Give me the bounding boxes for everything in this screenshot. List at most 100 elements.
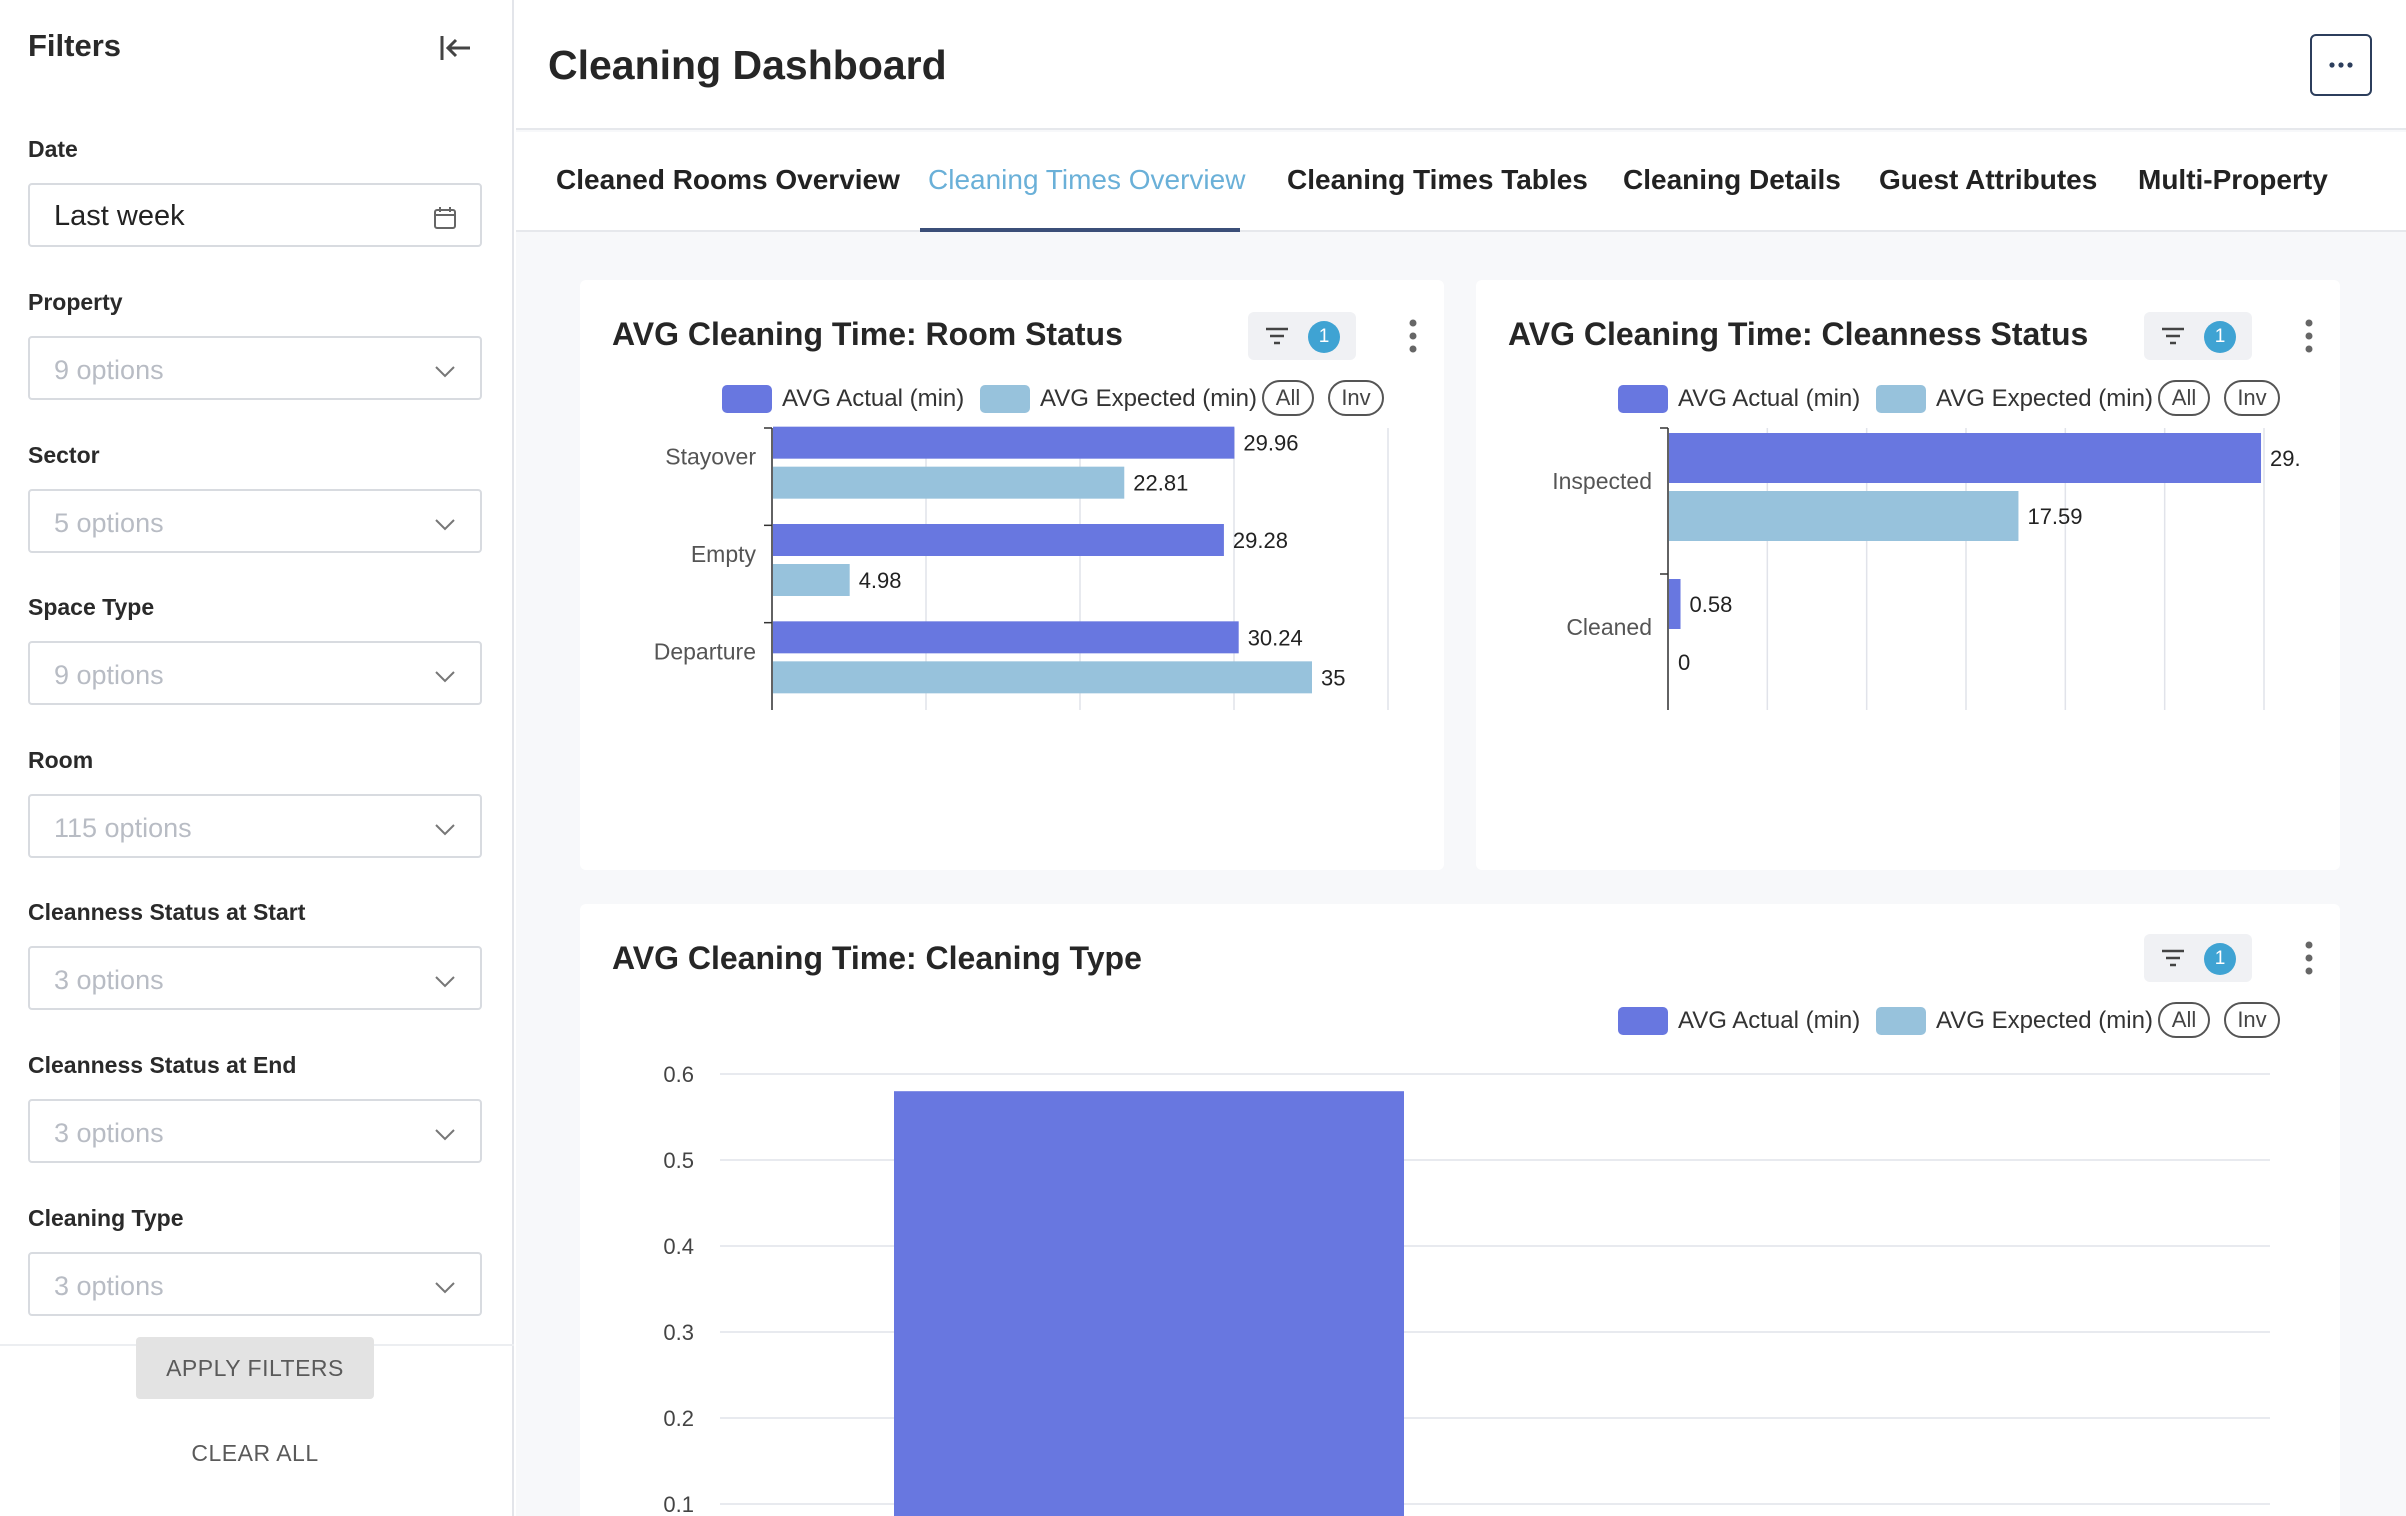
bar — [773, 524, 1224, 556]
room-filter-label: Room — [28, 747, 94, 773]
filter-count-badge: 1 — [2204, 321, 2236, 353]
filter-count-badge: 1 — [1308, 321, 1340, 353]
date-filter-field[interactable]: Last week — [28, 183, 482, 247]
cleanness-status-chart: 051015202530Inspected29.17.59Cleaned0.58… — [1552, 427, 2301, 710]
property-filter-select[interactable]: 9 options — [28, 336, 482, 400]
tab-multi-property[interactable]: Multi-Property — [2138, 164, 2328, 195]
legend-swatch-expected[interactable] — [1876, 385, 1926, 413]
more-options-button[interactable] — [2310, 34, 2372, 96]
date-filter-value: Last week — [54, 200, 185, 232]
legend-label-expected[interactable]: AVG Expected (min) — [1040, 385, 1257, 412]
chart-legend: AVG Actual (min) AVG Expected (min) All … — [1618, 1000, 2318, 1040]
card-filter-button[interactable]: 1 — [1248, 312, 1356, 360]
card-title: AVG Cleaning Time: Cleanness Status — [1508, 316, 2089, 352]
data-label: 29.96 — [1243, 431, 1298, 456]
chevron-down-icon — [432, 1274, 458, 1300]
chevron-down-icon — [432, 816, 458, 842]
bar — [773, 426, 1235, 459]
legend-all-button[interactable]: All — [1262, 380, 1314, 416]
bar — [894, 1091, 1404, 1516]
legend-swatch-actual[interactable] — [722, 385, 772, 413]
legend-invert-button[interactable]: Inv — [2224, 1002, 2280, 1038]
chevron-down-icon — [432, 663, 458, 689]
legend-label-actual[interactable]: AVG Actual (min) — [782, 385, 965, 412]
apply-filters-button[interactable]: APPLY FILTERS — [136, 1337, 374, 1399]
ellipsis-icon — [2329, 62, 2353, 68]
collapse-sidebar-icon[interactable] — [432, 26, 480, 70]
cleaning-type-filter-select[interactable]: 3 options — [28, 1252, 482, 1316]
legend-all-button[interactable]: All — [2158, 1002, 2210, 1038]
chart-legend: AVG Actual (min) AVG Expected (min) All … — [722, 378, 1422, 418]
y-tick-label: 0.4 — [663, 1234, 694, 1259]
tab-cleaned-rooms-overview[interactable]: Cleaned Rooms Overview — [556, 164, 900, 195]
date-filter-label: Date — [28, 136, 78, 162]
data-label: 0.58 — [1690, 592, 1733, 617]
room-status-chart: 010203040Stayover29.9622.81Empty29.284.9… — [654, 426, 1389, 710]
cleanness-end-filter-label: Cleanness Status at End — [28, 1052, 297, 1078]
page-header: Cleaning Dashboard — [516, 0, 2406, 130]
cleanness-end-filter-value: 3 options — [54, 1118, 164, 1148]
legend-swatch-expected[interactable] — [980, 385, 1030, 413]
y-tick-label: 0.6 — [663, 1062, 694, 1087]
legend-swatch-actual[interactable] — [1618, 385, 1668, 413]
bar — [773, 621, 1239, 654]
legend-invert-button[interactable]: Inv — [2224, 380, 2280, 416]
sector-filter-value: 5 options — [54, 508, 164, 538]
category-label: Inspected — [1552, 468, 1652, 494]
data-label: 30.24 — [1248, 625, 1303, 650]
filter-icon — [2162, 949, 2184, 967]
data-label: 17.59 — [2027, 504, 2082, 529]
y-tick-label: 0.1 — [663, 1492, 694, 1516]
space-type-filter-label: Space Type — [28, 594, 155, 620]
cleanness-start-filter-select[interactable]: 3 options — [28, 946, 482, 1010]
page-title: Cleaning Dashboard — [548, 42, 947, 88]
cleaning-type-chart: 0.6 0.5 0.4 0.3 0.2 0.1 — [663, 1062, 2270, 1516]
y-tick-label: 0.5 — [663, 1148, 694, 1173]
bar — [1669, 433, 2262, 483]
legend-all-button[interactable]: All — [2158, 380, 2210, 416]
active-tab-indicator — [920, 228, 1240, 232]
data-label: 29.28 — [1233, 528, 1288, 553]
data-label: 4.98 — [859, 568, 902, 593]
bar — [773, 661, 1312, 694]
card-title: AVG Cleaning Time: Room Status — [612, 316, 1123, 352]
category-label: Cleaned — [1566, 614, 1652, 640]
legend-swatch-actual[interactable] — [1618, 1007, 1668, 1035]
cleanness-end-filter-select[interactable]: 3 options — [28, 1099, 482, 1163]
card-menu-kebab-icon[interactable] — [1398, 312, 1428, 360]
space-type-filter-select[interactable]: 9 options — [28, 641, 482, 705]
card-menu-kebab-icon[interactable] — [2294, 312, 2324, 360]
legend-invert-button[interactable]: Inv — [1328, 380, 1384, 416]
sector-filter-select[interactable]: 5 options — [28, 489, 482, 553]
tab-cleaning-times-overview[interactable]: Cleaning Times Overview — [928, 164, 1246, 195]
bar — [1669, 491, 2019, 541]
legend-label-expected[interactable]: AVG Expected (min) — [1936, 385, 2153, 412]
legend-label-actual[interactable]: AVG Actual (min) — [1678, 385, 1861, 412]
tab-cleaning-details[interactable]: Cleaning Details — [1623, 164, 1841, 195]
cleanness-start-filter-label: Cleanness Status at Start — [28, 899, 306, 925]
chart-legend: AVG Actual (min) AVG Expected (min) All … — [1618, 378, 2318, 418]
card-filter-button[interactable]: 1 — [2144, 934, 2252, 982]
chevron-down-icon — [432, 968, 458, 994]
clear-all-button[interactable]: CLEAR ALL — [136, 1422, 374, 1484]
chevron-down-icon — [432, 1121, 458, 1147]
filters-sidebar: Filters Date Last week Property 9 option… — [0, 0, 514, 1516]
card-menu-kebab-icon[interactable] — [2294, 934, 2324, 982]
calendar-icon — [432, 205, 458, 231]
property-filter-value: 9 options — [54, 355, 164, 385]
tab-guest-attributes[interactable]: Guest Attributes — [1879, 164, 2098, 195]
legend-swatch-expected[interactable] — [1876, 1007, 1926, 1035]
card-filter-button[interactable]: 1 — [2144, 312, 2252, 360]
property-filter-label: Property — [28, 289, 123, 315]
bar — [1669, 579, 1681, 629]
filter-icon — [1266, 327, 1288, 345]
legend-label-actual[interactable]: AVG Actual (min) — [1678, 1007, 1861, 1034]
category-label: Stayover — [665, 444, 756, 470]
room-filter-select[interactable]: 115 options — [28, 794, 482, 858]
legend-label-expected[interactable]: AVG Expected (min) — [1936, 1007, 2153, 1034]
data-label: 35 — [1321, 665, 1345, 690]
data-label: 29. — [2270, 446, 2301, 471]
room-status-chart-card: AVG Cleaning Time: Room Status 1 AVG Act… — [580, 280, 1444, 870]
tab-cleaning-times-tables[interactable]: Cleaning Times Tables — [1287, 164, 1588, 195]
y-tick-label: 0.3 — [663, 1320, 694, 1345]
